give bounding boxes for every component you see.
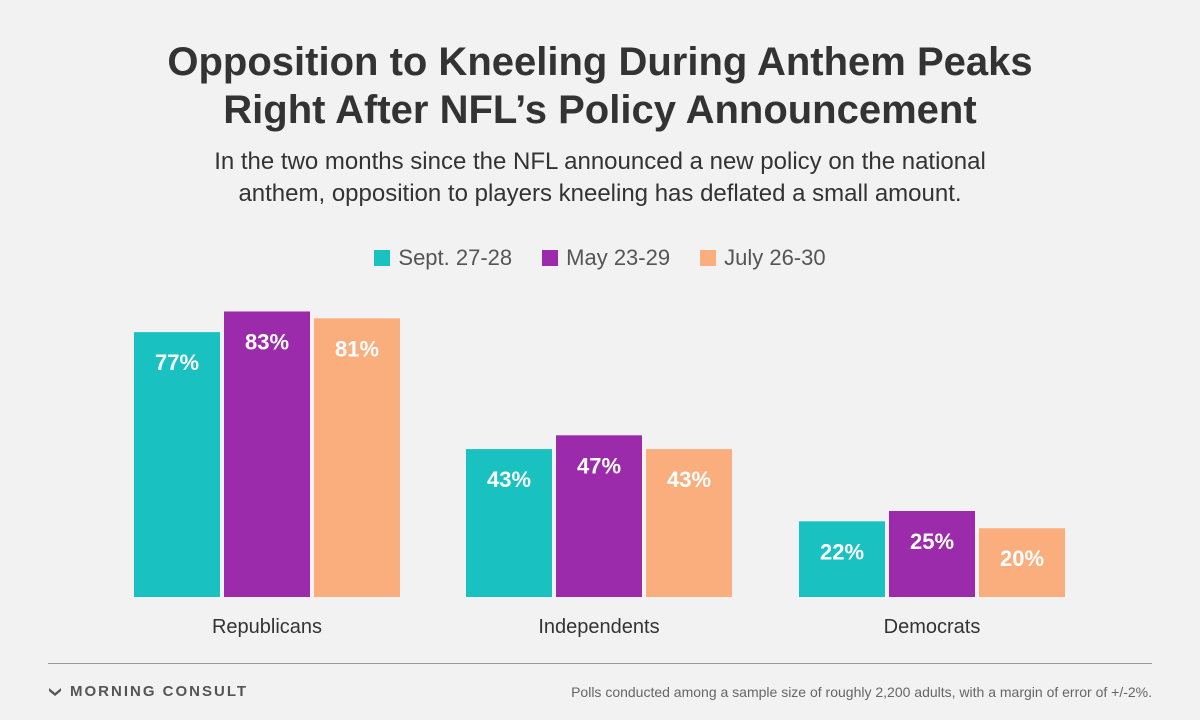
chart-subtitle-line-2: anthem, opposition to players kneeling h… xyxy=(238,180,962,207)
footer-divider xyxy=(48,663,1152,664)
chart-legend: Sept. 27-28 May 23-29 July 26-30 xyxy=(0,245,1200,271)
bar-value-label-independents-july: 43% xyxy=(667,467,711,492)
bar-value-label-republicans-sept: 77% xyxy=(155,350,199,375)
bar-democrats-july xyxy=(979,528,1065,597)
morning-consult-logo-icon xyxy=(49,687,61,696)
chart-subtitle-line-1: In the two months since the NFL announce… xyxy=(214,148,986,175)
bar-value-label-democrats-may: 25% xyxy=(910,529,954,554)
legend-item-sept: Sept. 27-28 xyxy=(374,245,512,271)
bar-democrats-may xyxy=(889,511,975,597)
category-label-republicans: Republicans xyxy=(212,616,322,638)
chart-title-line-1: Opposition to Kneeling During Anthem Pea… xyxy=(167,40,1033,84)
bar-republicans-july xyxy=(314,318,400,597)
bar-value-label-republicans-july: 81% xyxy=(335,336,379,361)
chart-title: Opposition to Kneeling During Anthem Pea… xyxy=(0,38,1200,134)
legend-item-july: July 26-30 xyxy=(700,245,826,271)
bar-republicans-sept xyxy=(134,332,220,597)
bar-independents-july xyxy=(646,449,732,597)
category-label-independents: Independents xyxy=(538,616,659,638)
category-label-democrats: Democrats xyxy=(884,616,981,638)
legend-label-may: May 23-29 xyxy=(566,245,671,270)
bar-value-label-independents-sept: 43% xyxy=(487,467,531,492)
brand-logo: MORNING CONSULT xyxy=(48,683,248,700)
legend-swatch-may xyxy=(542,250,559,266)
bar-independents-may xyxy=(556,435,642,597)
bar-democrats-sept xyxy=(799,521,885,597)
bar-independents-sept xyxy=(466,449,552,597)
legend-label-july: July 26-30 xyxy=(724,245,826,270)
legend-swatch-sept xyxy=(374,250,391,266)
methodology-note: Polls conducted among a sample size of r… xyxy=(571,684,1152,700)
bar-value-label-republicans-may: 83% xyxy=(245,329,289,354)
bar-republicans-may xyxy=(224,311,310,597)
legend-swatch-july xyxy=(700,250,717,266)
brand-name: MORNING CONSULT xyxy=(70,683,249,700)
bar-value-label-independents-may: 47% xyxy=(577,453,621,478)
chart-title-line-2: Right After NFL’s Policy Announcement xyxy=(223,88,977,132)
bar-value-label-democrats-sept: 22% xyxy=(820,539,864,564)
chart-subtitle: In the two months since the NFL announce… xyxy=(150,146,1050,210)
legend-item-may: May 23-29 xyxy=(542,245,670,271)
bar-value-label-democrats-july: 20% xyxy=(1000,546,1044,571)
legend-label-sept: Sept. 27-28 xyxy=(398,245,513,270)
